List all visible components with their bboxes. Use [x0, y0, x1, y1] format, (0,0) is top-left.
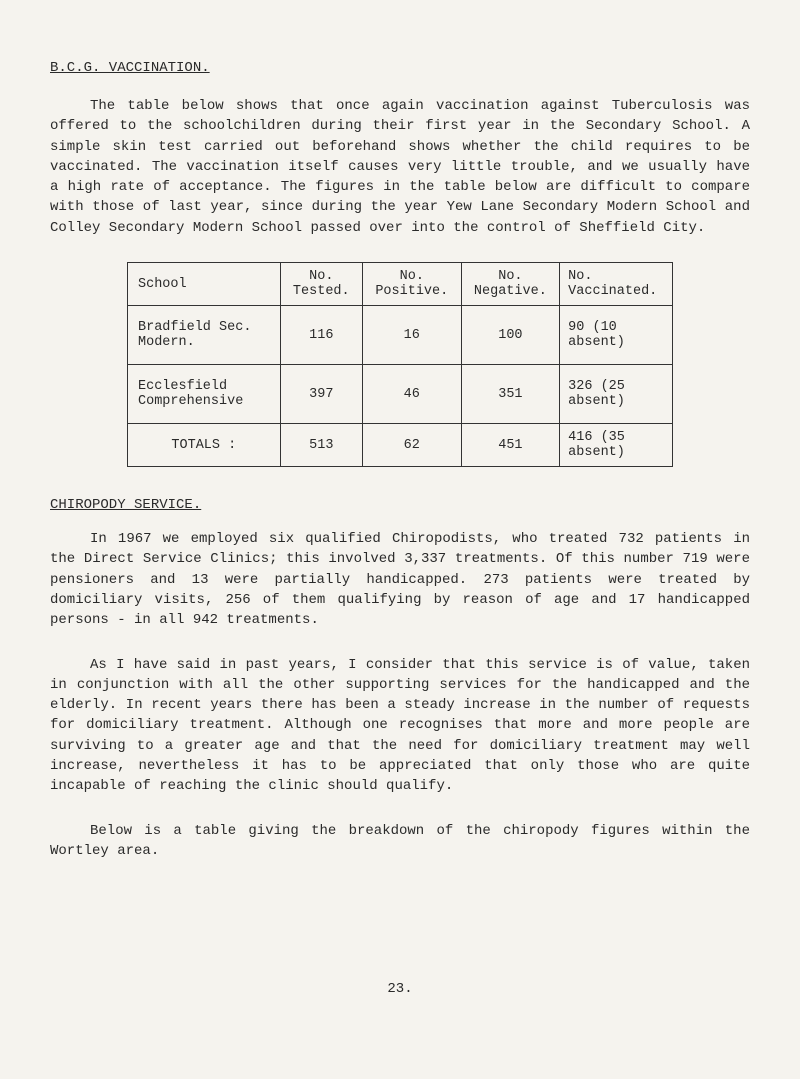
table-row-totals: TOTALS : 513 62 451 416 (35 absent)	[128, 424, 673, 467]
page-number: 23.	[50, 981, 750, 997]
col-vaccinated: No. Vaccinated.	[560, 263, 673, 306]
cell-tested: 397	[280, 365, 362, 424]
col-positive: No. Positive.	[362, 263, 461, 306]
subsection-heading: CHIROPODY SERVICE.	[50, 497, 750, 513]
section-heading: B.C.G. VACCINATION.	[50, 60, 750, 76]
cell-positive: 16	[362, 306, 461, 365]
col-negative: No. Negative.	[461, 263, 560, 306]
cell-school: TOTALS :	[128, 424, 281, 467]
cell-vaccinated: 90 (10 absent)	[560, 306, 673, 365]
paragraph-2: In 1967 we employed six qualified Chirop…	[50, 529, 750, 630]
cell-school: Ecclesfield Comprehensive	[128, 365, 281, 424]
table-row: Ecclesfield Comprehensive 397 46 351 326…	[128, 365, 673, 424]
table-row: Bradfield Sec. Modern. 116 16 100 90 (10…	[128, 306, 673, 365]
cell-school: Bradfield Sec. Modern.	[128, 306, 281, 365]
cell-negative: 100	[461, 306, 560, 365]
paragraph-4: Below is a table giving the breakdown of…	[50, 821, 750, 862]
cell-tested: 116	[280, 306, 362, 365]
table-header-row: School No. Tested. No. Positive. No. Neg…	[128, 263, 673, 306]
col-tested: No. Tested.	[280, 263, 362, 306]
cell-vaccinated: 416 (35 absent)	[560, 424, 673, 467]
cell-negative: 451	[461, 424, 560, 467]
cell-vaccinated: 326 (25 absent)	[560, 365, 673, 424]
cell-positive: 62	[362, 424, 461, 467]
paragraph-3: As I have said in past years, I consider…	[50, 655, 750, 797]
vaccination-table: School No. Tested. No. Positive. No. Neg…	[127, 262, 673, 467]
cell-negative: 351	[461, 365, 560, 424]
cell-tested: 513	[280, 424, 362, 467]
col-school: School	[128, 263, 281, 306]
cell-positive: 46	[362, 365, 461, 424]
paragraph-1: The table below shows that once again va…	[50, 96, 750, 238]
